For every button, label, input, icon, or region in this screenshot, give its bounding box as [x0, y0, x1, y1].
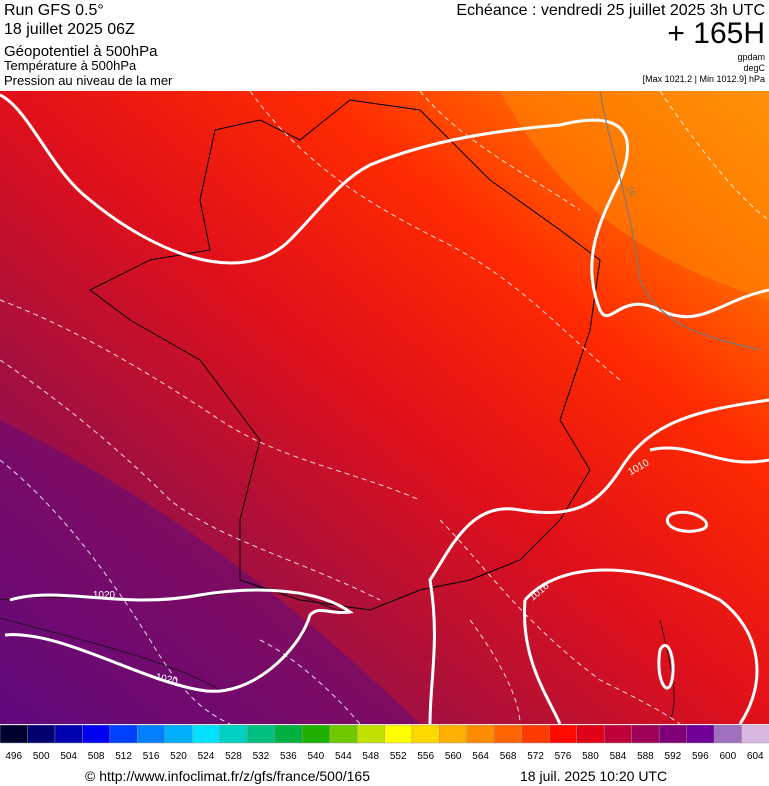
legend-label: 516	[143, 751, 160, 762]
legend-swatch	[164, 724, 194, 744]
legend-swatch	[27, 724, 56, 744]
legend-swatch	[274, 724, 303, 744]
legend-label: 592	[665, 751, 682, 762]
legend-label: 600	[719, 751, 736, 762]
lead-time: + 165H	[667, 17, 765, 50]
legend-swatch	[0, 724, 29, 744]
country-outline	[89, 99, 601, 611]
run-date: 18 juillet 2025 06Z	[4, 21, 135, 38]
legend-label: 536	[280, 751, 297, 762]
legend-swatch	[603, 724, 633, 744]
contour-label: 16	[624, 185, 637, 198]
subtitle: Température à 500hPa	[4, 58, 137, 73]
legend-label: 588	[637, 751, 654, 762]
legend-swatch	[82, 724, 111, 744]
legend-label: 544	[335, 751, 352, 762]
contour-label: 1020	[93, 590, 116, 601]
isotherms	[0, 90, 769, 725]
legend-label: 496	[5, 751, 22, 762]
warm-zone	[500, 91, 769, 300]
legend-label: 580	[582, 751, 599, 762]
legend-swatch	[494, 724, 523, 744]
range: [Max 1021.2 | Min 1012.9] hPa	[643, 74, 765, 84]
legend-swatch	[466, 724, 496, 744]
echeance: Echéance : vendredi 25 juillet 2025 3h U…	[456, 2, 765, 19]
unit: degC	[743, 63, 765, 73]
legend-label: 560	[445, 751, 462, 762]
legend-swatch	[686, 724, 715, 744]
legend-label: 508	[88, 751, 105, 762]
legend-swatch	[741, 724, 769, 744]
legend-label: 576	[555, 751, 572, 762]
legend-label: 548	[362, 751, 379, 762]
legend-label: 584	[610, 751, 627, 762]
legend-label: 572	[527, 751, 544, 762]
run: Run GFS 0.5°	[4, 2, 104, 19]
legend-swatch	[301, 724, 331, 744]
legend-swatch	[137, 724, 166, 744]
legend-swatch	[192, 724, 221, 744]
isotherm-16	[599, 90, 761, 351]
legend-label: 596	[692, 751, 709, 762]
legend-swatch	[329, 724, 358, 744]
legend-label: 532	[253, 751, 270, 762]
unit: gpdam	[737, 52, 765, 62]
legend-label: 568	[500, 751, 517, 762]
legend-swatch	[109, 724, 139, 744]
contour-label: 1020	[154, 672, 178, 687]
legend-swatch	[411, 724, 441, 744]
legend-label: 564	[472, 751, 489, 762]
legend-swatch	[54, 724, 84, 744]
legend-swatch	[384, 724, 413, 744]
footer-url: © http://www.infoclimat.fr/z/gfs/france/…	[85, 768, 370, 784]
legend-label: 520	[170, 751, 187, 762]
legend-swatch	[219, 724, 248, 744]
subtitle: Pression au niveau de la mer	[4, 73, 173, 88]
legend-label: 500	[33, 751, 50, 762]
color-legend: 496 500 504 508 512 516 520 524 528 532 536 540 544 5…	[0, 724, 769, 762]
legend-swatch	[576, 724, 605, 744]
legend-label: 556	[417, 751, 434, 762]
legend-swatch	[246, 724, 276, 744]
legend-swatch	[356, 724, 386, 744]
legend-label: 528	[225, 751, 242, 762]
cold-zone	[0, 420, 420, 724]
legend-label: 552	[390, 751, 407, 762]
map: 1020 1020 1010 1016 16	[0, 90, 769, 725]
legend-swatch	[631, 724, 660, 744]
legend-label: 524	[198, 751, 215, 762]
legend-swatch	[713, 724, 743, 744]
title: Géopotentiel à 500hPa	[4, 43, 158, 60]
legend-label: 540	[307, 751, 324, 762]
legend-label: 504	[60, 751, 77, 762]
legend-label: 604	[747, 751, 764, 762]
legend-swatch	[549, 724, 578, 744]
isobars	[0, 93, 769, 725]
legend-label: 512	[115, 751, 132, 762]
legend-swatch	[439, 724, 468, 744]
footer-timestamp: 18 juil. 2025 10:20 UTC	[520, 768, 667, 784]
legend-swatch	[521, 724, 551, 744]
legend-swatch	[658, 724, 688, 744]
